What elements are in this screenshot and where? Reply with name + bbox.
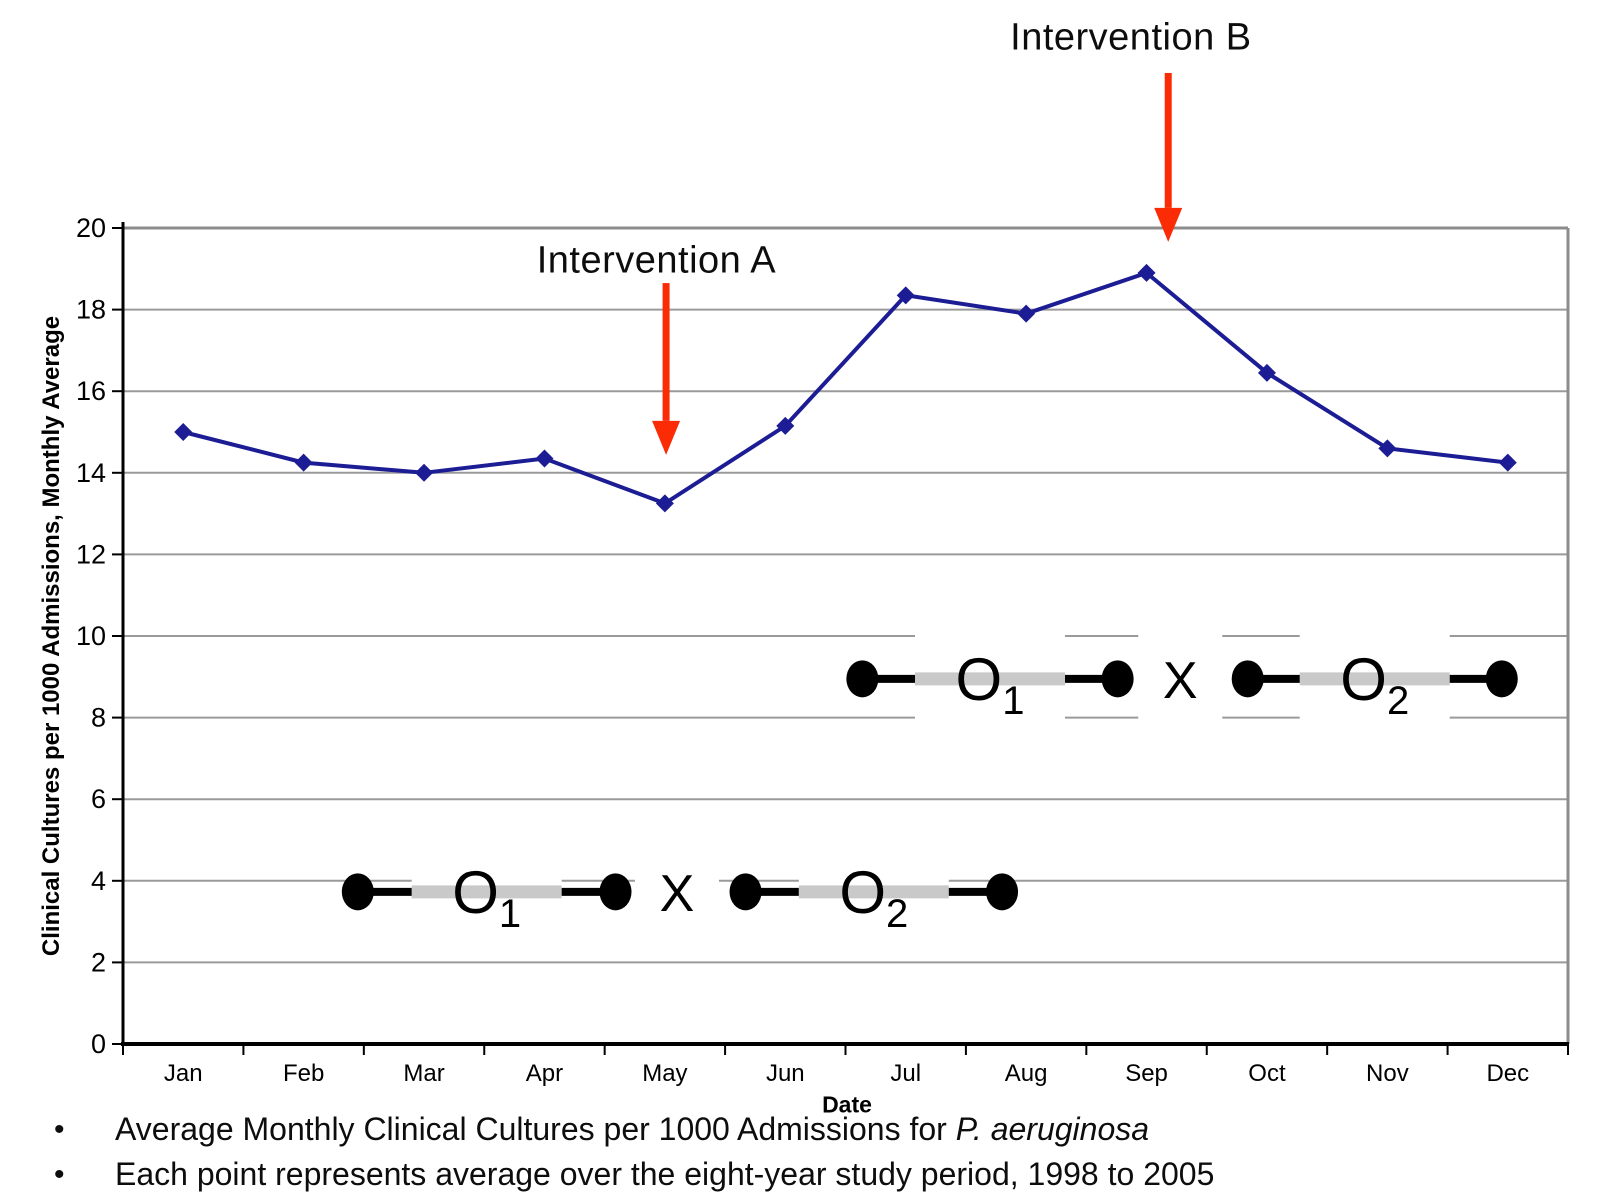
observation-endpoint-dot: [599, 873, 632, 911]
data-line: [182, 270, 1509, 506]
data-point-marker: [1137, 263, 1156, 282]
caption-bullet-1-italic: P. aeruginosa: [955, 1111, 1150, 1147]
label-backdrop: [634, 844, 719, 939]
caption-bullet-1-text: Average Monthly Clinical Cultures per 10…: [115, 1111, 956, 1147]
treatment-marker-label: X: [1163, 652, 1198, 710]
y-tick-label: 20: [76, 213, 106, 243]
caption-bullets: Average Monthly Clinical Cultures per 10…: [48, 1107, 1214, 1197]
intervention-b-label: Intervention B: [1010, 16, 1252, 59]
label-backdrop: [1138, 631, 1223, 726]
x-tick-label: Aug: [1005, 1060, 1048, 1087]
data-point-marker: [1017, 304, 1036, 323]
x-tick-label: Dec: [1486, 1060, 1529, 1087]
observation-endpoint-dot: [341, 873, 374, 911]
data-point-marker: [415, 463, 434, 482]
y-tick-label: 12: [76, 539, 106, 569]
annotation-arrow: [652, 283, 681, 455]
y-tick-label: 0: [91, 1029, 106, 1059]
arrow-shaft: [1164, 72, 1172, 208]
caption-bullet-1: Average Monthly Clinical Cultures per 10…: [48, 1107, 1214, 1152]
data-point-marker: [1498, 453, 1517, 472]
y-tick-label: 4: [91, 866, 106, 896]
caption-bullet-2-text: Each point represents average over the e…: [115, 1156, 1215, 1192]
design-notation-row: O1 O2X: [846, 631, 1518, 726]
treatment-marker-label: X: [660, 865, 695, 923]
observation-endpoint-dot: [1231, 660, 1264, 698]
y-tick-label: 16: [76, 376, 106, 406]
x-tick-label: Nov: [1366, 1060, 1409, 1087]
observation-endpoint-dot: [846, 660, 879, 698]
arrow-shaft: [662, 283, 670, 421]
x-tick-label: Feb: [283, 1060, 324, 1087]
y-tick-label: 14: [76, 458, 106, 488]
observation-label: O1: [956, 646, 1025, 723]
observation-endpoint-dot: [729, 873, 762, 911]
x-tick-label: May: [642, 1060, 687, 1087]
data-point-marker: [1257, 363, 1276, 382]
data-point-marker: [896, 286, 915, 305]
y-tick-label: 18: [76, 295, 106, 325]
x-tick-label: Sep: [1125, 1060, 1168, 1087]
data-point-marker: [776, 416, 795, 435]
design-notation-row: O1 O2X: [341, 844, 1019, 939]
x-tick-label: Jul: [890, 1060, 921, 1087]
observation-endpoint-dot: [1485, 660, 1518, 698]
y-tick-label: 10: [76, 621, 106, 651]
x-tick-label: Jun: [766, 1060, 805, 1087]
annotation-arrow: [1154, 72, 1183, 242]
data-point-marker: [1378, 439, 1397, 458]
arrow-head: [652, 420, 681, 455]
x-tick-label: Apr: [526, 1060, 563, 1087]
data-point-marker: [655, 494, 674, 513]
x-tick-label: Jan: [164, 1060, 203, 1087]
y-tick-label: 6: [91, 784, 106, 814]
arrow-head: [1154, 207, 1183, 242]
data-point-marker: [535, 449, 554, 468]
caption-bullet-2: Each point represents average over the e…: [48, 1152, 1214, 1197]
y-axis-title: Clinical Cultures per 1000 Admissions, M…: [38, 315, 65, 957]
x-tick-label: Oct: [1248, 1060, 1286, 1087]
observation-endpoint-dot: [986, 873, 1019, 911]
data-point-marker: [174, 423, 193, 441]
intervention-a-label: Intervention A: [536, 239, 777, 282]
y-tick-label: 2: [91, 947, 106, 977]
data-point-marker: [294, 453, 313, 472]
x-tick-label: Mar: [403, 1060, 444, 1087]
observation-endpoint-dot: [1101, 660, 1134, 698]
y-tick-label: 8: [91, 703, 106, 733]
